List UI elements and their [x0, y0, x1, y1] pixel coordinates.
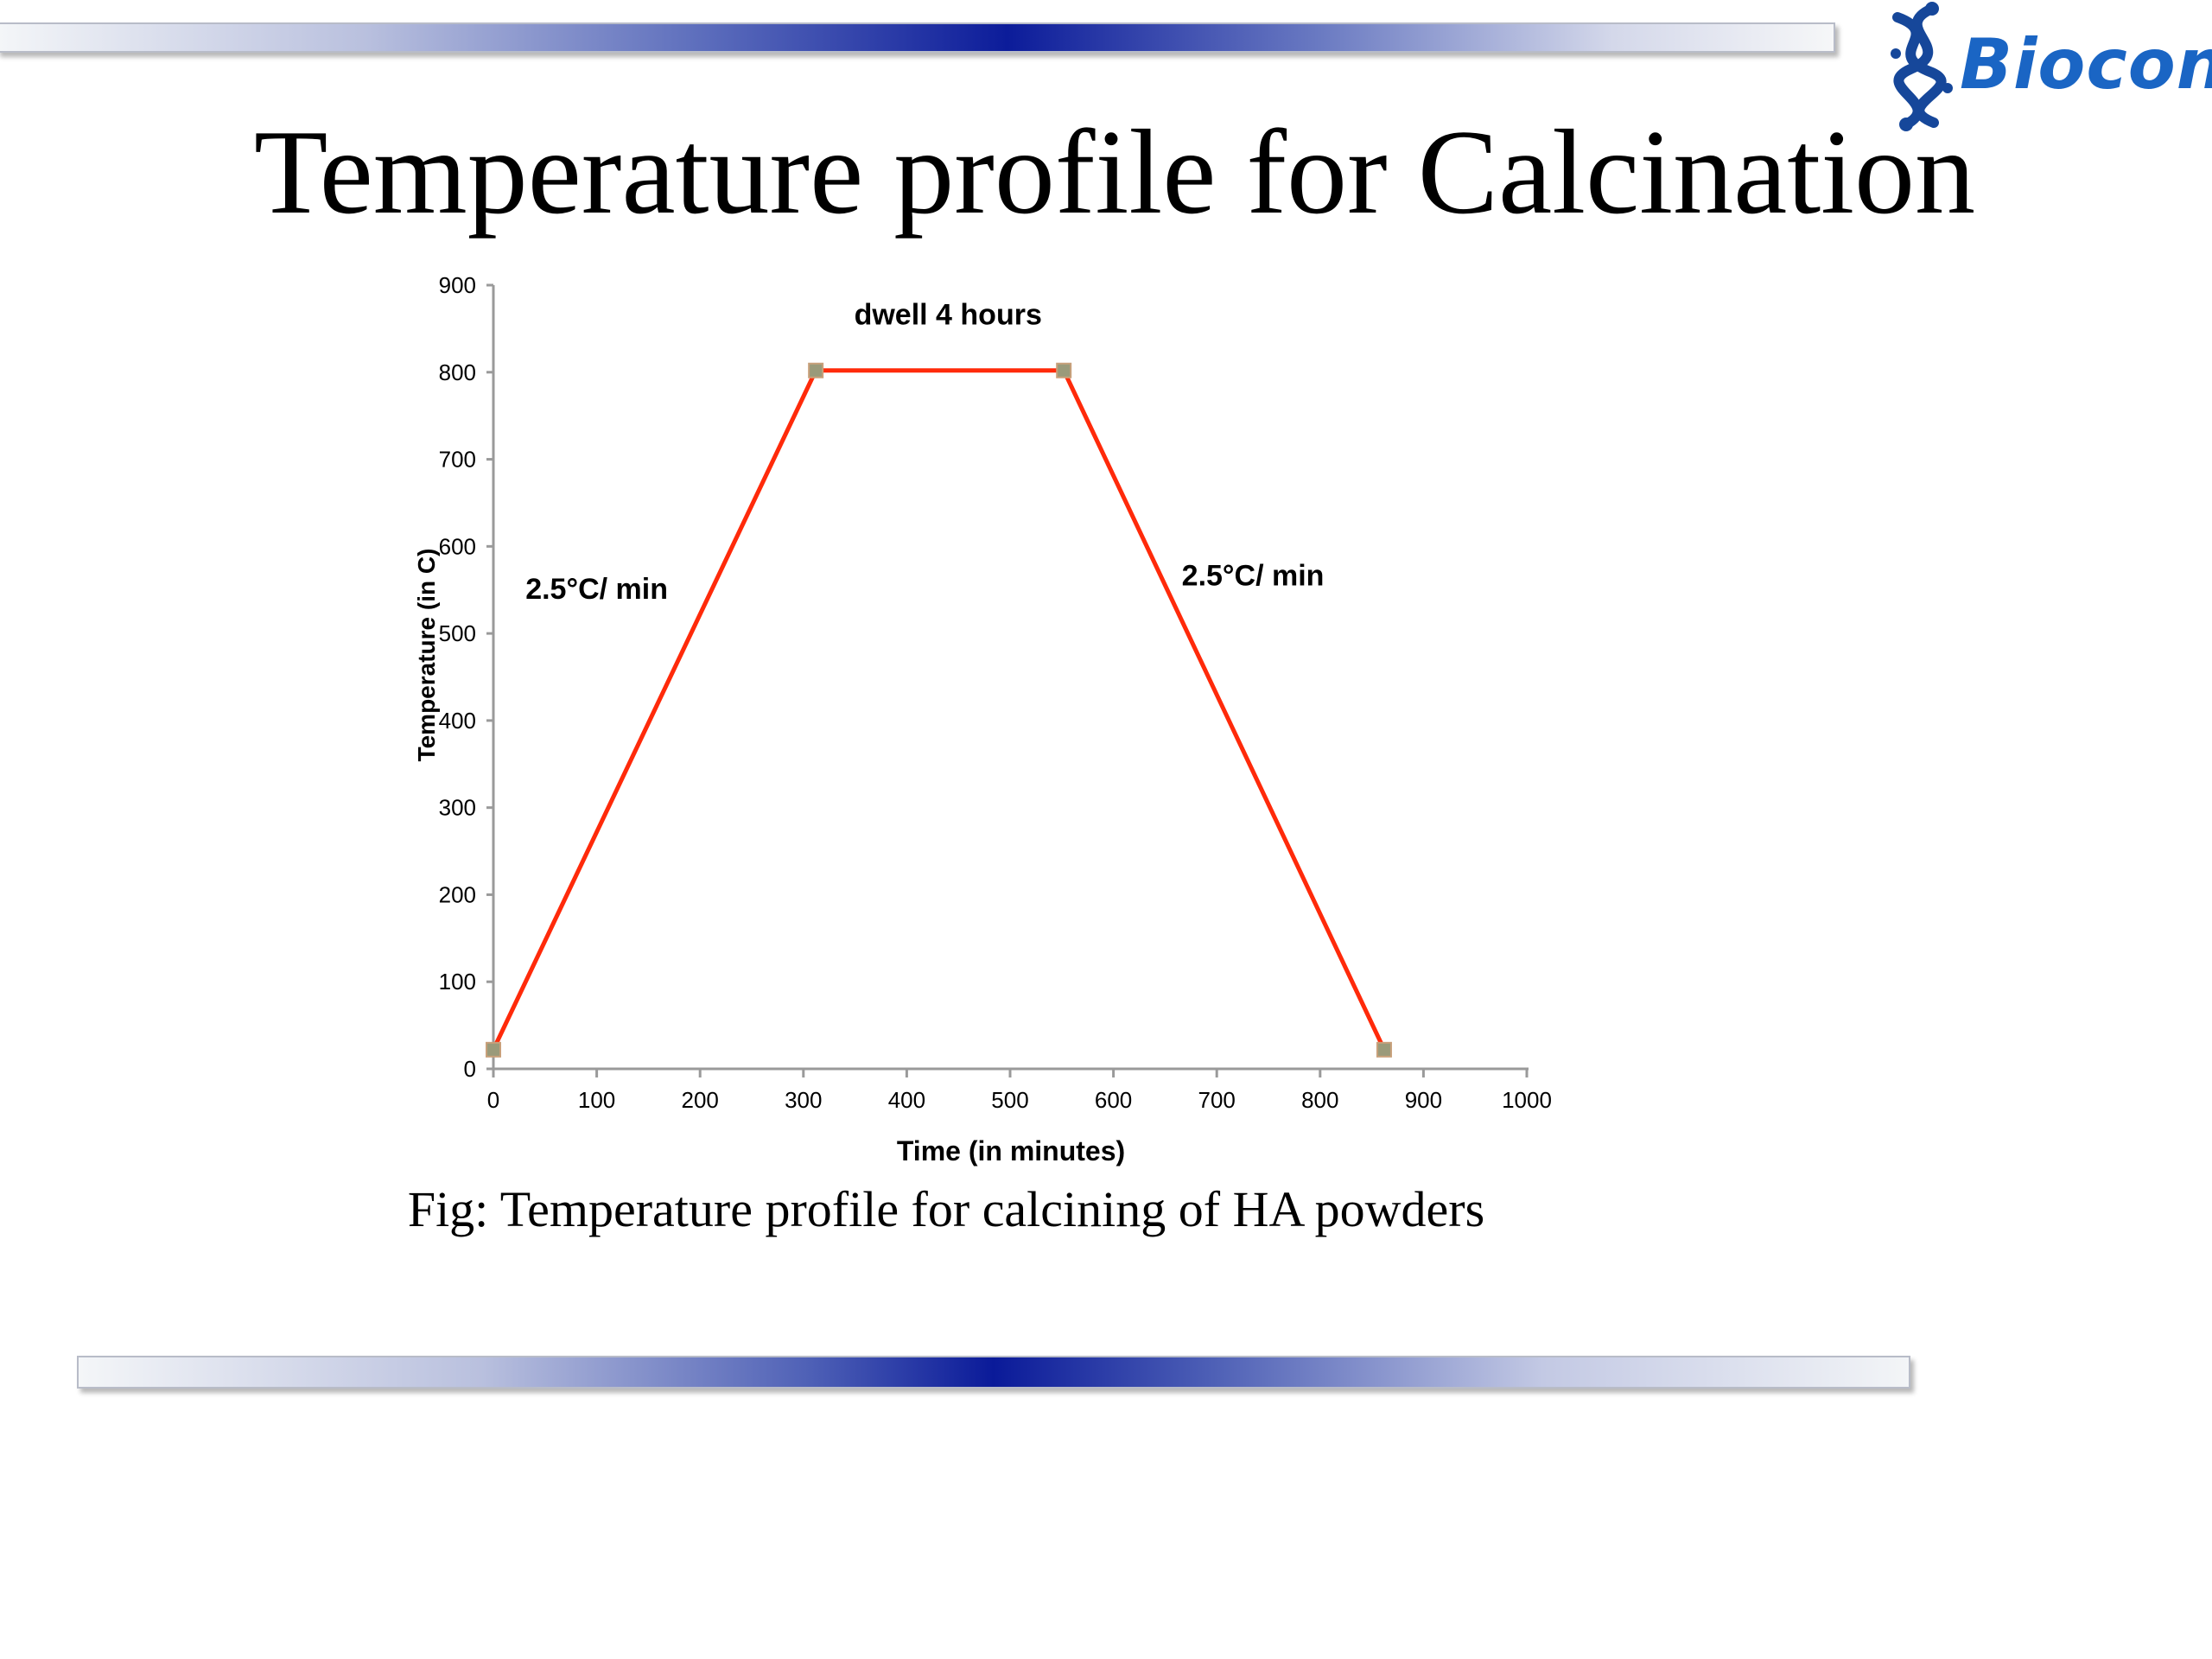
- chart-axes: [492, 285, 1529, 1071]
- slide-title: Temperature profile for Calcination: [253, 105, 1976, 239]
- x-tick-label: 400: [888, 1087, 925, 1113]
- figure-caption: Fig: Temperature profile for calcining o…: [407, 1181, 1485, 1237]
- y-axis-label: Temperature (in C): [413, 549, 440, 762]
- data-point-marker: [808, 362, 824, 378]
- x-tick-label: 800: [1301, 1087, 1338, 1113]
- data-point-marker: [486, 1041, 501, 1058]
- y-axis-ticks: 0 100 200 300 400 500 600 700 800 900: [439, 272, 493, 1082]
- biocon-logo: Biocon: [1866, 0, 2212, 138]
- series-line-0: [491, 368, 1387, 1051]
- x-tick-label: 500: [991, 1087, 1028, 1113]
- x-tick-label: 0: [487, 1087, 499, 1113]
- x-tick-label: 200: [682, 1087, 719, 1113]
- x-tick-label: 900: [1405, 1087, 1442, 1113]
- y-tick-label: 200: [439, 881, 476, 907]
- x-tick-label: 600: [1095, 1087, 1132, 1113]
- biocon-helix-icon: [1891, 2, 1953, 131]
- y-tick-label: 700: [439, 447, 476, 473]
- annotation-label: dwell 4 hours: [855, 298, 1042, 331]
- x-axis-ticks: 0 100 200 300 400 500 600 700 800 900 1000: [487, 1069, 1552, 1113]
- y-tick-label: 900: [439, 272, 476, 298]
- y-tick-label: 600: [439, 533, 476, 559]
- data-point-marker: [1376, 1041, 1392, 1058]
- x-axis-label: Time (in minutes): [897, 1135, 1125, 1166]
- y-tick-label: 500: [439, 620, 476, 646]
- chart-annotations: 2.5°C/ min dwell 4 hours 2.5°C/ min: [525, 298, 1324, 605]
- annotation-label: 2.5°C/ min: [1182, 560, 1325, 593]
- x-tick-label: 1000: [1502, 1087, 1552, 1113]
- y-tick-label: 800: [439, 359, 476, 385]
- y-tick-label: 300: [439, 795, 476, 821]
- annotation-label: 2.5°C/ min: [525, 573, 668, 606]
- chart-series: [491, 368, 1387, 1051]
- data-point-marker: [1056, 362, 1072, 378]
- y-tick-label: 400: [439, 708, 476, 734]
- x-tick-label: 100: [578, 1087, 615, 1113]
- top-gradient-bar: [0, 22, 1835, 53]
- y-tick-label: 0: [464, 1056, 476, 1082]
- x-tick-label: 700: [1198, 1087, 1236, 1113]
- chart-markers: [486, 362, 1392, 1058]
- biocon-logo-text: Biocon: [1960, 24, 2212, 105]
- y-tick-label: 100: [439, 969, 476, 995]
- bottom-gradient-bar: [77, 1356, 1910, 1389]
- x-tick-label: 300: [785, 1087, 822, 1113]
